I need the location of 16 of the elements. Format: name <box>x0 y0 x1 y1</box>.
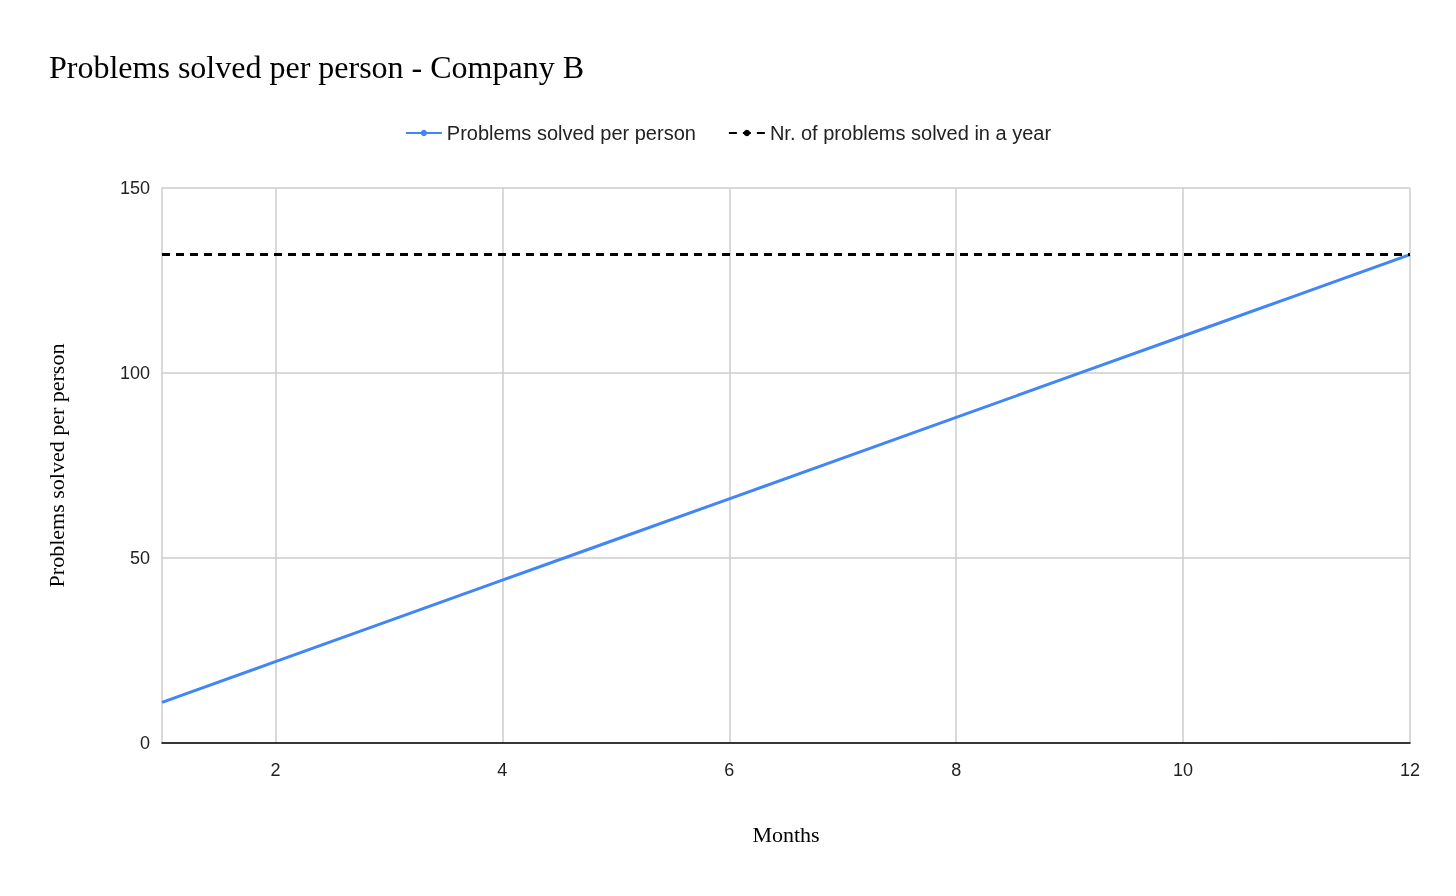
y-tick-label: 100 <box>119 363 150 383</box>
line-series <box>160 253 1412 704</box>
x-tick-label: 6 <box>724 760 735 780</box>
x-tick-label: 2 <box>270 760 281 780</box>
y-tick-label: 50 <box>129 548 150 568</box>
x-axis-title: Months <box>752 821 820 847</box>
legend-label: Problems solved per person <box>446 122 696 144</box>
legend-label: Nr. of problems solved in a year <box>769 122 1052 144</box>
x-tick-label: 8 <box>951 760 962 780</box>
y-tick-label: 0 <box>139 733 150 753</box>
x-tick-label: 4 <box>497 760 508 780</box>
x-tick-label: 12 <box>1399 760 1421 780</box>
x-tick-label: 10 <box>1173 760 1194 780</box>
chart-title: Problems solved per person - Company B <box>49 49 585 85</box>
y-axis-title: Problems solved per person <box>43 343 69 588</box>
y-tick-label: 150 <box>119 178 150 198</box>
